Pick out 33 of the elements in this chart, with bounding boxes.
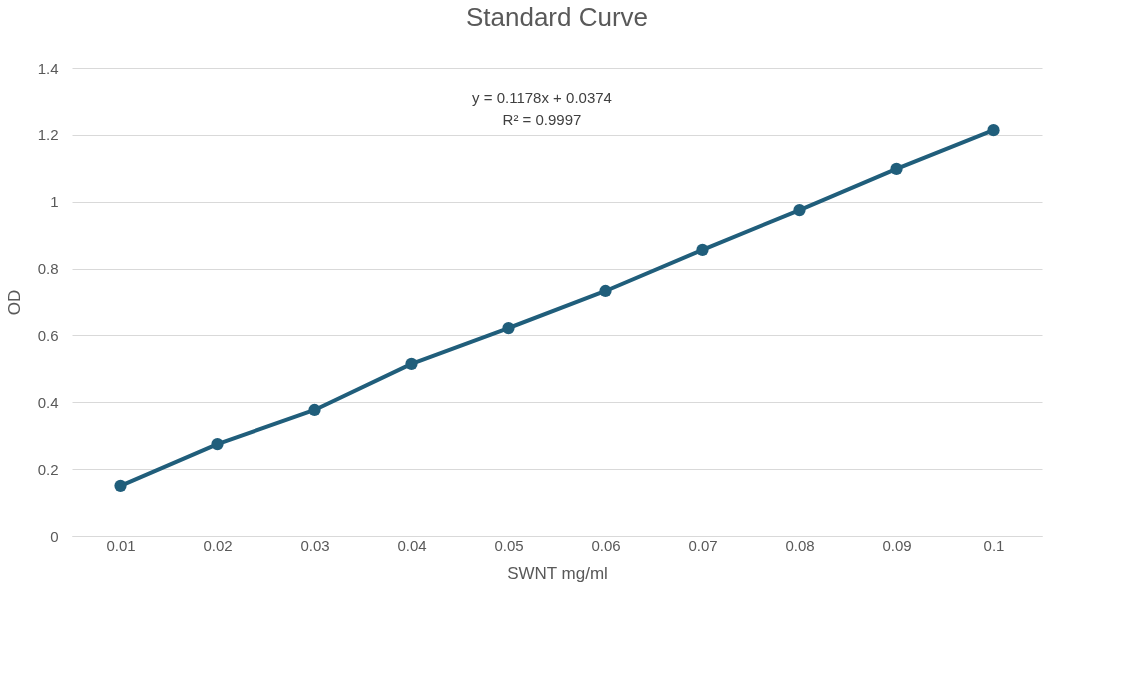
point xyxy=(890,162,903,176)
x-tick-label: 0.08 xyxy=(785,536,815,554)
x-tick-label: 0.02 xyxy=(203,536,233,554)
y-tick-label: 1 xyxy=(50,193,59,211)
x-tick-label: 0.06 xyxy=(591,536,621,554)
point xyxy=(308,403,321,417)
x-tick-label: 0.07 xyxy=(688,536,718,554)
point xyxy=(793,203,806,217)
point xyxy=(502,321,515,335)
chart-title: Standard Curve xyxy=(465,2,649,32)
y-tick-label: 0.4 xyxy=(37,393,59,411)
point xyxy=(405,357,418,370)
y-tick-label: 1.4 xyxy=(37,59,59,77)
y-tick-label: 0 xyxy=(50,527,59,545)
annotation: y = 0.1178x + 0.0374 xyxy=(472,89,612,106)
annotation: R² = 0.9997 xyxy=(502,111,582,128)
point xyxy=(114,479,127,492)
point xyxy=(696,243,709,256)
x-tick-label: 0.04 xyxy=(397,536,427,554)
x-tick-label: 0.1 xyxy=(983,536,1005,554)
x-axis-title: SWNT mg/ml xyxy=(507,563,608,583)
point xyxy=(211,437,224,451)
x-tick-label: 0.03 xyxy=(300,536,330,554)
point xyxy=(987,124,1000,137)
y-tick-label: 0.8 xyxy=(37,260,59,278)
y-tick-label: 0.2 xyxy=(37,460,59,478)
y-tick-label: 0.6 xyxy=(37,326,59,344)
x-tick-label: 0.05 xyxy=(494,536,524,554)
y-tick-label: 1.2 xyxy=(37,126,59,144)
x-tick-label: 0.09 xyxy=(882,536,912,554)
point xyxy=(599,284,612,298)
y-axis-title: OD xyxy=(4,289,24,316)
x-tick-label: 0.01 xyxy=(106,536,136,554)
